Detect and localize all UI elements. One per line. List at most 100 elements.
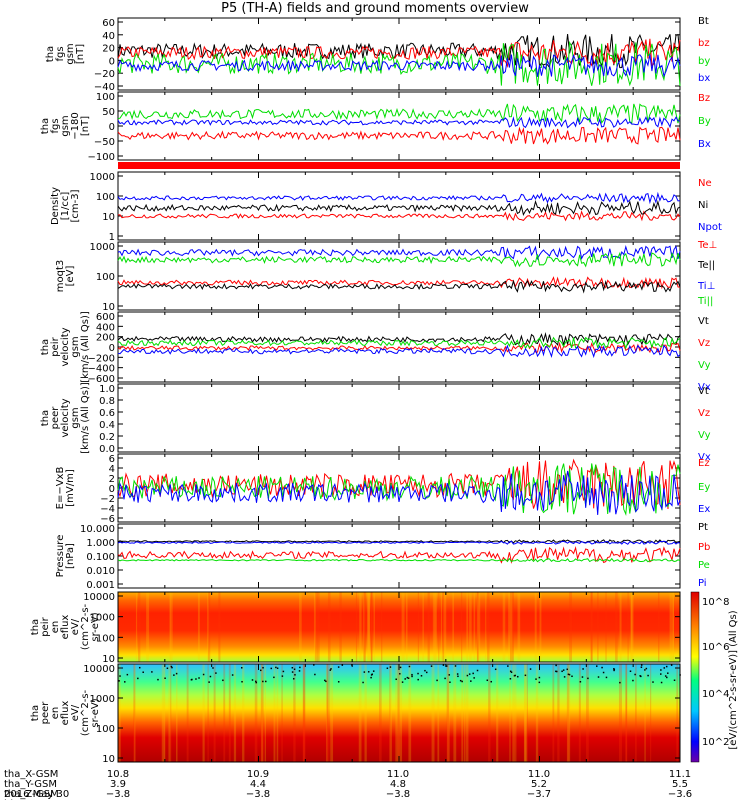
spectrogram-streak — [463, 664, 466, 762]
spectrogram-streak — [487, 592, 490, 662]
spectrogram-dot — [291, 666, 294, 669]
spectrogram-dot — [494, 668, 497, 671]
spectrogram-streak — [138, 592, 141, 662]
y-axis-label-line: tha — [30, 705, 41, 721]
spectrogram-dot — [632, 679, 634, 682]
spectrogram-streak — [524, 664, 527, 762]
x-row-label: tha_X-GSM — [4, 769, 58, 780]
spectrogram-dot — [209, 675, 212, 678]
spectrogram-streak — [202, 664, 205, 762]
y-axis-label-line: tha — [40, 118, 51, 134]
spectrogram-streak — [161, 664, 165, 762]
legend-Ti||: Ti|| — [697, 296, 713, 307]
y-tick-label: 0.4 — [99, 420, 115, 431]
spectrogram-streak — [359, 592, 362, 662]
spectrogram-streak — [228, 664, 231, 762]
y-axis-label-line: gsm — [70, 336, 81, 357]
spectrogram-streak — [276, 664, 279, 762]
spectrogram-streak — [508, 592, 511, 662]
y-tick-label: 10.000 — [80, 524, 115, 535]
y-tick-label: 10 — [102, 302, 115, 313]
y-axis-label-line: E=−VxB — [55, 467, 66, 510]
legend-Pe: Pe — [698, 560, 710, 571]
spectrogram-streak — [364, 592, 366, 662]
spectrogram-peir_en — [118, 592, 680, 662]
spectrogram-streak — [367, 592, 370, 662]
spectrogram-streak — [605, 592, 607, 662]
spectrogram-streak — [242, 664, 245, 762]
spectrogram-dot — [299, 666, 301, 669]
spectrogram-dot — [259, 669, 262, 672]
spectrogram-dot — [461, 680, 463, 683]
spectrogram-dot — [634, 673, 636, 676]
y-tick-label: 600 — [96, 312, 115, 323]
y-axis-label-line: tha — [30, 619, 41, 635]
spectrogram-streak — [452, 592, 454, 662]
series-Vt — [117, 332, 681, 346]
y-tick-label: 2 — [109, 474, 115, 485]
y-tick-label: 0 — [109, 122, 115, 133]
spectrogram-streak — [566, 664, 570, 762]
spectrogram-streak — [625, 664, 628, 762]
spectrogram-streak — [461, 664, 464, 762]
y-axis-label-line: (cm^2-s- — [80, 603, 91, 650]
spectrogram-dot — [472, 672, 474, 675]
series-Ez — [117, 458, 681, 510]
y-tick-label: 0.6 — [99, 408, 115, 419]
legend-Npot: Npot — [698, 222, 722, 233]
x-row-value: 4.4 — [250, 779, 266, 790]
spectrogram-dot — [371, 673, 373, 676]
legend-By: By — [698, 116, 711, 127]
spectrogram-dot — [190, 679, 193, 681]
spectrogram-streak — [446, 664, 449, 762]
spectrogram-streak — [440, 592, 442, 662]
spectrogram-streak — [213, 664, 216, 762]
spectrogram-dot — [665, 665, 668, 668]
y-axis-label-line: peir — [40, 616, 51, 636]
spectrogram-streak — [389, 664, 391, 762]
spectrogram-streak — [431, 664, 435, 762]
spectrogram-dot — [231, 674, 234, 676]
y-tick-label: 4 — [109, 464, 115, 475]
spectrogram-dot — [417, 678, 419, 681]
series-Vz — [117, 341, 681, 355]
legend-Te⊥: Te⊥ — [697, 240, 717, 251]
spectrogram-streak — [197, 592, 200, 662]
spectrogram-dot — [581, 676, 584, 678]
legend-Vz: Vz — [698, 338, 710, 349]
y-axis-label-line: Pressure — [55, 535, 66, 578]
spectrogram-dot — [251, 679, 254, 681]
spectrogram-streak — [118, 664, 121, 762]
spectrogram-streak — [302, 664, 306, 762]
spectrogram-dot — [563, 676, 566, 678]
spectrogram-streak — [330, 664, 334, 762]
spectrogram-streak — [502, 592, 506, 662]
spectrogram-dot — [663, 667, 666, 669]
y-tick-label: −200 — [88, 353, 115, 364]
y-tick-label: 1000 — [90, 694, 115, 705]
legend-Pb: Pb — [698, 542, 710, 553]
y-axis-label-line: [nPa] — [65, 543, 76, 569]
spectrogram-dot — [157, 678, 159, 681]
spectrogram-dot — [406, 676, 409, 679]
spectrogram-streak — [658, 592, 660, 662]
spectrogram-streak — [630, 592, 634, 662]
spectrogram-dot — [538, 676, 541, 679]
series-bz — [117, 38, 681, 69]
spectrogram-dot — [195, 678, 197, 680]
spectrogram-dot — [517, 675, 519, 678]
spectrogram-dot — [386, 667, 389, 669]
spectrogram-streak — [442, 592, 445, 662]
spectrogram-streak — [510, 592, 513, 662]
legend-Vt: Vt — [698, 316, 709, 327]
spectrogram-streak — [437, 664, 440, 762]
spectrogram-dot — [444, 677, 446, 680]
spectrogram-dot — [255, 681, 258, 684]
spectrogram-streak — [401, 592, 405, 662]
panel-frame-pressure — [117, 523, 681, 589]
spectrogram-streak — [627, 592, 629, 662]
spectrogram-dot — [240, 667, 243, 669]
spectrogram-dot — [399, 673, 401, 675]
spectrogram-dot — [399, 666, 402, 669]
panel-density: 1000 100 10 1 Density [1/cc] [cm-3] Ne Ni Npot — [50, 171, 722, 243]
